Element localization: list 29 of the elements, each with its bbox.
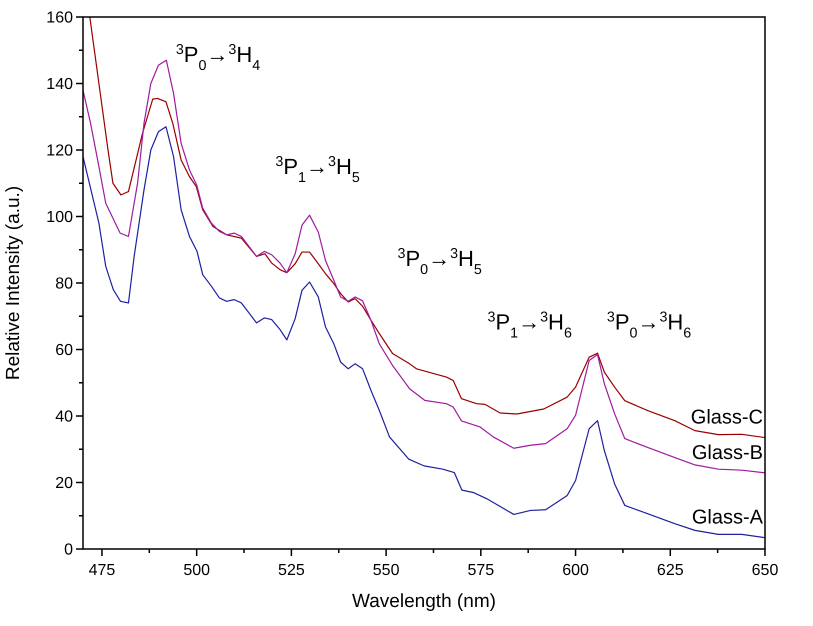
- x-tick-label: 600: [562, 562, 589, 579]
- series-label: Glass-A: [692, 506, 764, 529]
- annotation: $^{3}$P$_{0}$→$^{3}$H$_{6}$: [606, 309, 692, 342]
- annotation: $^{3}$P$_{1}$→$^{3}$H$_{5}$: [275, 154, 360, 186]
- x-tick-label: 500: [183, 562, 210, 579]
- y-tick-label: 60: [55, 342, 74, 360]
- y-tick-label: 140: [46, 76, 74, 94]
- y-tick-label: 100: [46, 209, 74, 226]
- y-tick-label: 160: [46, 10, 74, 27]
- x-tick-label: 625: [656, 562, 684, 579]
- annotation: $^{3}$P$_{0}$→$^{3}$H$_{4}$: [176, 42, 260, 74]
- y-axis-title: Relative Intensity (a.u.): [3, 186, 24, 380]
- series-label: Glass-C: [690, 406, 763, 429]
- x-tick-label: 575: [467, 562, 494, 579]
- x-tick-label: 525: [278, 562, 305, 579]
- x-axis-title: Wavelength (nm): [352, 591, 496, 612]
- x-tick-label: 650: [752, 562, 778, 579]
- line-series: [89, 17, 765, 438]
- line-series: [83, 126, 765, 538]
- y-tick-label: 80: [55, 276, 74, 293]
- x-tick-label: 550: [372, 562, 400, 579]
- y-tick-label: 20: [55, 475, 74, 492]
- y-tick-label: 0: [64, 542, 74, 559]
- annotation: $^{3}$P$_{1}$→$^{3}$H$_{6}$: [488, 309, 572, 342]
- y-tick-label: 120: [46, 142, 74, 160]
- annotation: $^{3}$P$_{0}$→$^{3}$H$_{5}$: [397, 246, 482, 278]
- y-tick-label: 40: [55, 408, 74, 426]
- x-tick-label: 475: [88, 562, 116, 579]
- series-label: Glass-B: [692, 442, 763, 464]
